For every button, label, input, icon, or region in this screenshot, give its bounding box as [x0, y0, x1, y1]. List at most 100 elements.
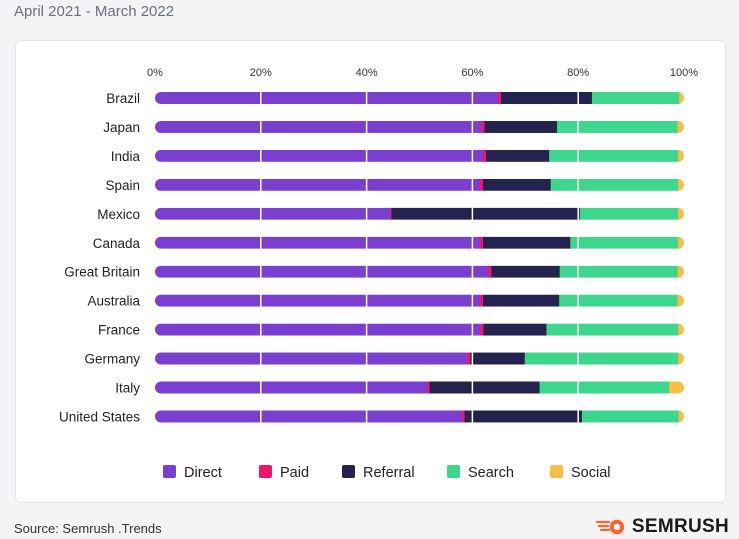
bar-segment-referral	[500, 92, 593, 104]
legend-item-paid[interactable]: Paid	[259, 465, 309, 481]
bar-segment-referral	[482, 178, 552, 191]
bar-segment-paid	[479, 294, 484, 307]
legend-swatch	[163, 465, 176, 478]
bars	[155, 92, 684, 423]
stacked-bar-chart: 0% 20% 40% 60% 80% 100% Brazil Japan India Spain…	[59, 67, 698, 481]
bar-segment-search	[591, 92, 680, 104]
gridlines	[260, 90, 579, 425]
legend-swatch	[447, 465, 460, 478]
bar-row-great-britain	[155, 265, 684, 278]
bar-segment-direct	[155, 149, 484, 162]
bar-segment-search	[546, 323, 679, 336]
bar-segment-search	[559, 265, 679, 278]
bar-segment-direct	[155, 352, 468, 365]
category-label: Japan	[103, 120, 140, 135]
bar-row-italy	[155, 381, 684, 394]
bar-row-france	[155, 323, 684, 336]
bar-segment-search	[539, 381, 670, 394]
bar-segment-direct	[155, 207, 391, 220]
bar-segment-paid	[497, 92, 502, 104]
bar-row-canada	[155, 236, 684, 249]
bar-segment-social	[678, 207, 684, 220]
bar-segment-direct	[155, 410, 463, 423]
category-label: United States	[59, 409, 140, 424]
bar-segment-social	[677, 294, 684, 307]
x-tick-label: 80%	[567, 67, 589, 79]
legend-item-referral[interactable]: Referral	[342, 465, 415, 481]
category-label: Canada	[93, 236, 141, 251]
category-labels: Brazil Japan India Spain Mexico Canada Great B…	[59, 91, 141, 424]
x-tick-label: 60%	[461, 67, 483, 79]
legend-swatch	[259, 465, 272, 478]
category-label: Great Britain	[64, 265, 140, 280]
bar-segment-social	[678, 352, 684, 365]
bar-row-spain	[155, 178, 684, 191]
category-label: France	[98, 323, 140, 338]
period-label: April 2021 - March 2022	[14, 3, 175, 20]
x-tick-label: 20%	[250, 67, 272, 79]
bar-row-united-states	[155, 410, 684, 423]
bar-segment-search	[549, 149, 679, 162]
source-note: Source: Semrush .Trends	[14, 521, 162, 536]
category-label: Australia	[87, 294, 140, 309]
legend-label: Paid	[280, 465, 309, 481]
bar-segment-referral	[429, 381, 540, 394]
category-label: Italy	[115, 381, 140, 396]
bar-segment-search	[557, 120, 679, 133]
bar-segment-paid	[467, 352, 471, 365]
bar-segment-search	[581, 410, 680, 423]
legend-item-search[interactable]: Search	[447, 465, 514, 481]
bar-segment-referral	[464, 410, 583, 423]
bar-segment-direct	[155, 323, 481, 336]
bar-segment-direct	[155, 178, 481, 191]
bar-segment-paid	[390, 207, 392, 220]
bar-segment-referral	[391, 207, 581, 220]
bar-segment-paid	[482, 149, 487, 162]
bar-segment-direct	[155, 265, 489, 278]
category-label: Germany	[84, 352, 140, 367]
bar-segment-paid	[461, 410, 465, 423]
bar-segment-search	[550, 178, 679, 191]
bar-segment-referral	[486, 149, 550, 162]
chart-card: 0% 20% 40% 60% 80% 100% Brazil Japan India Spain…	[15, 40, 726, 503]
bar-segment-direct	[155, 294, 481, 307]
legend-label: Referral	[363, 465, 415, 481]
bar-segment-paid	[479, 236, 484, 249]
bar-row-germany	[155, 352, 684, 365]
bar-segment-referral	[483, 323, 547, 336]
x-tick-label: 100%	[670, 67, 698, 79]
legend-label: Search	[468, 465, 514, 481]
legend-swatch	[342, 465, 355, 478]
bar-segment-paid	[427, 381, 430, 394]
bar-segment-direct	[155, 120, 482, 133]
brand-name: SEMRUSH	[631, 516, 729, 537]
category-label: Spain	[105, 178, 140, 193]
x-tick-label: 40%	[356, 67, 378, 79]
legend-label: Social	[571, 465, 611, 481]
legend-item-direct[interactable]: Direct	[163, 465, 222, 481]
bar-segment-search	[524, 352, 679, 365]
category-label: Mexico	[97, 207, 140, 222]
bar-segment-referral	[470, 352, 526, 365]
bar-segment-referral	[482, 236, 571, 249]
bar-segment-social	[677, 265, 684, 278]
bar-segment-paid	[479, 178, 484, 191]
semrush-logo: SEMRUSH	[595, 516, 729, 538]
bar-segment-social	[677, 120, 684, 133]
bar-segment-social	[679, 92, 684, 104]
bar-segment-direct	[155, 92, 499, 104]
bar-row-japan	[155, 120, 684, 133]
legend[interactable]: Direct Paid Referral Search Social	[163, 465, 611, 481]
category-label: Brazil	[106, 91, 140, 106]
bar-segment-paid	[480, 323, 484, 336]
bar-segment-search	[559, 294, 679, 307]
bar-row-india	[155, 149, 684, 162]
bar-row-australia	[155, 294, 684, 307]
bar-segment-referral	[491, 265, 561, 278]
bar-segment-search	[570, 236, 679, 249]
legend-label: Direct	[184, 465, 222, 481]
legend-item-social[interactable]: Social	[550, 465, 611, 481]
bar-segment-paid	[481, 120, 485, 133]
bar-segment-social	[678, 178, 684, 191]
bar-segment-referral	[482, 294, 560, 307]
